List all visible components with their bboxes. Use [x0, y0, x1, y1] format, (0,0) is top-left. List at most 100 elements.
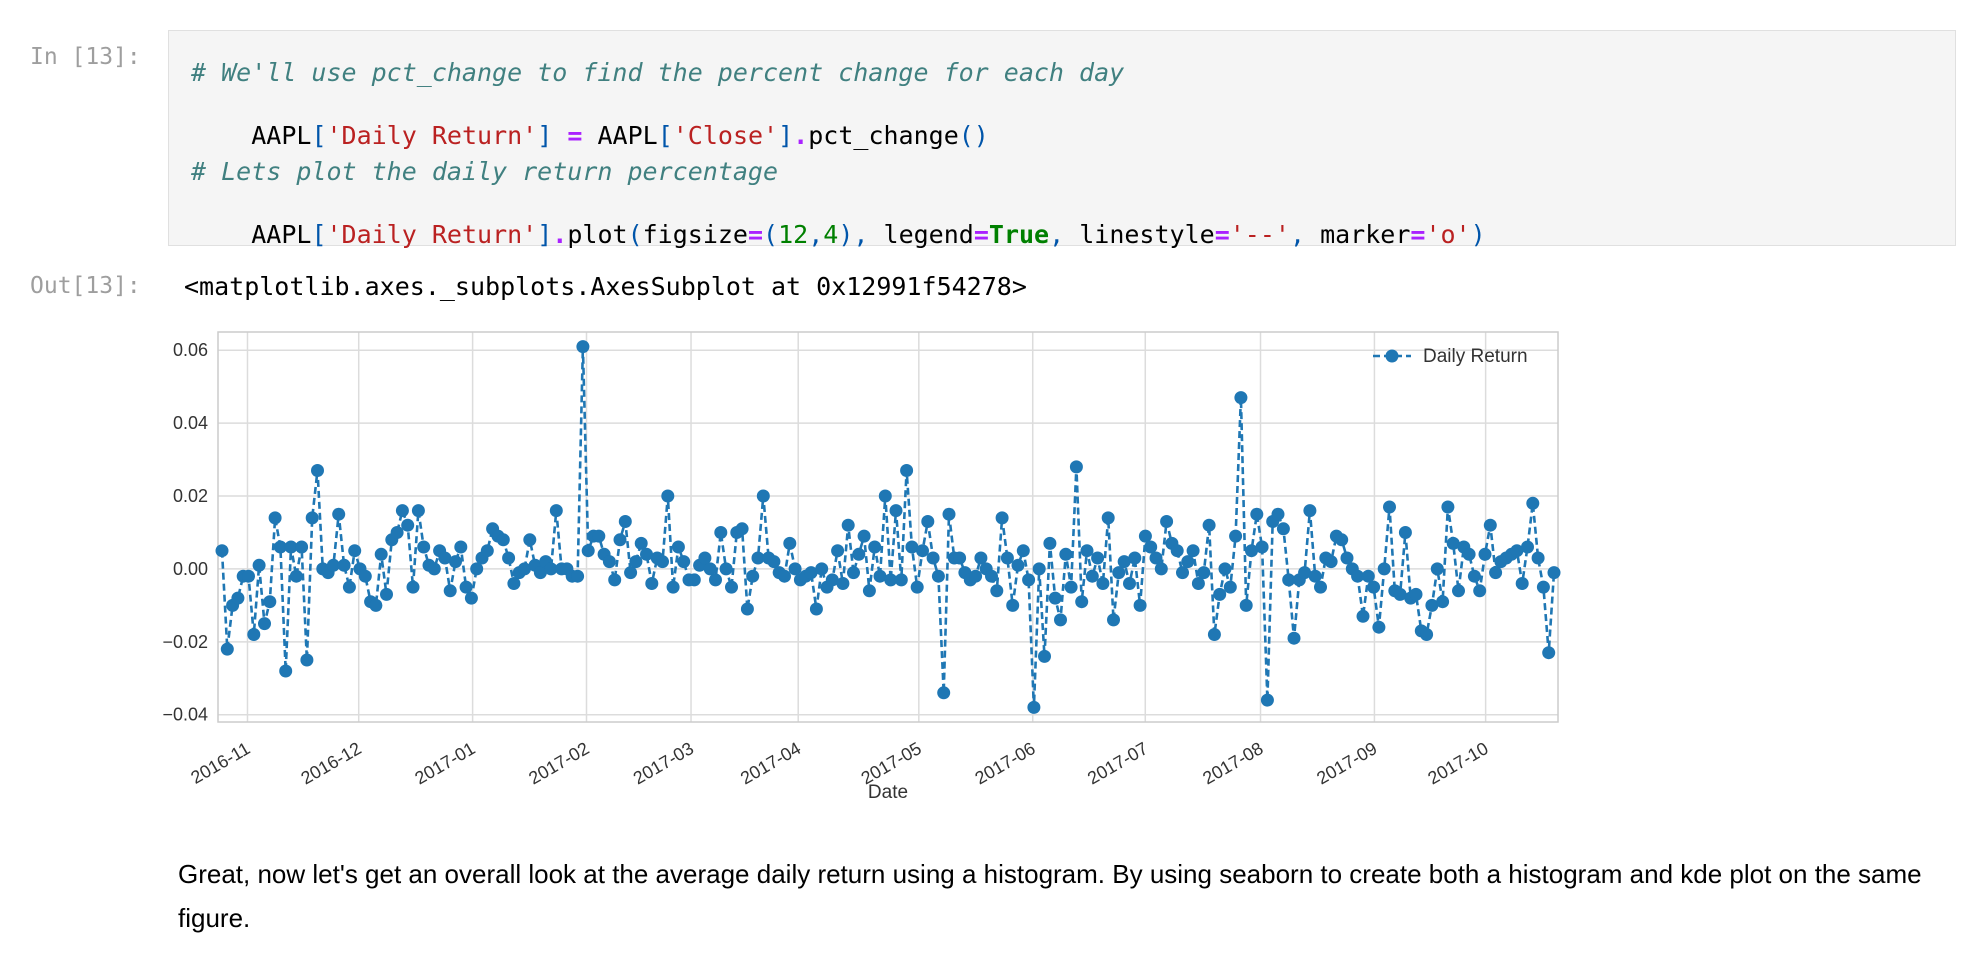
data-point [1436, 595, 1450, 609]
code-token: , [1049, 220, 1080, 249]
data-point [985, 569, 998, 583]
data-point [459, 580, 473, 594]
data-point [1489, 566, 1503, 580]
data-point [1101, 511, 1115, 525]
data-point [1181, 555, 1195, 569]
plot-frame [217, 331, 1559, 723]
code-token: = [567, 121, 583, 150]
data-point [1335, 533, 1349, 547]
data-point [1149, 551, 1163, 565]
output-repr-text: <matplotlib.axes._subplots.AxesSubplot a… [184, 272, 1027, 301]
daily-return-chart: −0.04−0.020.000.020.040.06 2016-11 2016-1… [162, 331, 1561, 803]
code-token: = [747, 220, 764, 249]
data-point [618, 515, 632, 528]
data-point [1446, 536, 1460, 550]
data-point [374, 547, 388, 561]
data-point [406, 580, 420, 594]
data-point [661, 489, 675, 503]
code-token: 'Daily Return' [326, 121, 538, 150]
y-axis: −0.04 −0.02 0.00 0.02 0.04 0.06 [162, 340, 208, 724]
data-point [725, 580, 738, 594]
data-point [1128, 551, 1142, 565]
data-point [326, 558, 340, 572]
y-tick-label: 0.04 [173, 413, 208, 433]
x-tick-label: 2017-05 [858, 738, 925, 788]
data-point [969, 569, 983, 583]
data-point [629, 555, 643, 569]
data-point [332, 507, 346, 521]
code-token: () [958, 121, 989, 150]
code-token: legend [883, 220, 974, 249]
x-axis-label: Date [868, 782, 908, 803]
code-token: = [1214, 220, 1230, 249]
x-tick-label: 2017-01 [411, 738, 478, 788]
data-point [1170, 544, 1184, 558]
data-point [916, 544, 929, 558]
data-point [1091, 551, 1105, 565]
data-point [894, 573, 908, 587]
data-point [1202, 518, 1216, 532]
code-comment-2: # Lets plot the daily return percentage [191, 157, 778, 186]
data-point [1197, 566, 1211, 580]
x-tick-label: 2017-08 [1199, 738, 1266, 788]
data-point [268, 511, 282, 525]
data-point [974, 551, 988, 565]
data-point [1075, 595, 1089, 609]
data-point [1107, 613, 1120, 627]
code-token: ( [763, 220, 779, 249]
code-token: 'Daily Return' [326, 220, 538, 249]
data-point [1420, 628, 1434, 641]
legend-label: Daily Return [1423, 346, 1528, 367]
data-point [1112, 566, 1126, 580]
code-token: AAPL [251, 220, 312, 249]
data-point [449, 555, 462, 569]
data-point [942, 507, 956, 521]
data-point [602, 555, 616, 569]
data-point [783, 536, 797, 550]
data-point [1452, 584, 1465, 598]
data-point [1409, 587, 1423, 601]
data-point [1059, 547, 1073, 561]
data-point [263, 595, 277, 609]
code-token: 4 [823, 220, 839, 249]
data-point [910, 580, 924, 594]
data-point [836, 577, 850, 590]
data-point [1054, 613, 1067, 627]
data-point [677, 555, 691, 569]
code-token: 'Close' [672, 121, 779, 150]
data-point [1138, 529, 1152, 543]
chart-legend: Daily Return [1373, 346, 1528, 367]
x-tick-label: 2017-06 [972, 738, 1039, 788]
data-point [1356, 609, 1370, 623]
data-point [1223, 580, 1237, 594]
data-point [549, 504, 563, 518]
data-point [242, 569, 255, 583]
data-point [884, 573, 898, 587]
data-point [1314, 580, 1327, 594]
x-tick-label: 2017-03 [630, 738, 697, 788]
code-token: linestyle [1079, 220, 1215, 249]
series-daily-return [215, 340, 1561, 714]
code-comment-1: # We'll use pct_change to find the perce… [191, 58, 1125, 87]
data-point [1372, 620, 1386, 634]
data-point [1207, 628, 1221, 641]
chart-grid [218, 332, 1558, 722]
data-point [825, 573, 839, 587]
data-point [1255, 540, 1269, 554]
data-point [1393, 587, 1407, 601]
x-tick-label: 2016-12 [297, 738, 364, 788]
data-point [1096, 577, 1110, 590]
data-point [1324, 555, 1338, 569]
data-point [645, 577, 659, 590]
data-point [395, 504, 409, 518]
data-point [1144, 540, 1158, 554]
code-cell-input[interactable]: # We'll use pct_change to find the perce… [168, 30, 1956, 249]
data-point [1250, 507, 1264, 521]
data-point [931, 569, 945, 583]
data-point [1133, 598, 1147, 612]
data-point [1526, 496, 1540, 510]
data-point [289, 569, 303, 583]
data-point [995, 511, 1009, 525]
code-line-2: AAPL['Daily Return'] = AAPL['Close'].pct… [191, 91, 989, 181]
data-point [1213, 587, 1227, 601]
